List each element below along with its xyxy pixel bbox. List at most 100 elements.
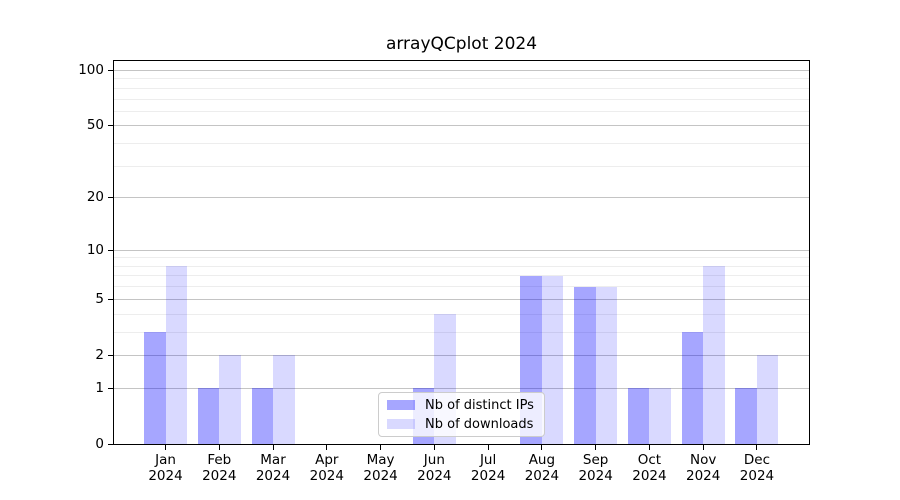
gridline-major-y-1 [113,387,810,389]
legend: Nb of distinct IPs Nb of downloads [378,392,545,437]
x-tick-nov [702,445,704,450]
legend-item-nb-of-distinct-ips: Nb of distinct IPs [387,398,536,413]
gridline-minor-y-9 [113,257,810,259]
gridline-major-y-2 [113,354,810,356]
legend-label-nb-of-distinct-ips: Nb of distinct IPs [425,397,534,413]
x-tick-label-nov: Nov 2024 [672,452,734,485]
x-tick-label-jun: Jun 2024 [403,452,465,485]
bar-nb-of-distinct-ips-jan [144,332,166,445]
x-tick-label-month-aug: Aug [528,451,556,468]
x-tick-label-aug: Aug 2024 [511,452,573,485]
gridline-minor-y-6 [113,286,810,288]
y-tick-1 [108,387,113,389]
x-tick-dec [756,445,758,450]
x-tick-label-month-may: May [366,451,395,468]
x-tick-label-year-feb: 2024 [202,468,237,484]
y-tick-label-5: 5 [95,290,104,307]
y-tick-label-20: 20 [86,189,104,206]
gridline-minor-y-70 [113,98,810,100]
x-tick-label-year-oct: 2024 [632,468,667,484]
x-tick-label-sep: Sep 2024 [565,452,627,485]
gridline-major-y-20 [113,197,810,199]
gridline-minor-y-80 [113,87,810,89]
x-tick-label-month-nov: Nov [690,451,717,468]
bar-nb-of-distinct-ips-oct [627,388,650,445]
x-tick-label-year-nov: 2024 [686,468,721,484]
bar-nb-of-distinct-ips-dec [735,388,757,445]
y-tick-5 [108,298,113,300]
y-tick-0 [108,444,113,445]
bar-nb-of-downloads-nov [703,266,725,445]
x-tick-feb [218,445,220,450]
x-tick-label-year-apr: 2024 [309,468,344,484]
y-tick-50 [108,125,113,127]
y-tick-100 [108,70,113,72]
x-tick-label-month-jun: Jun [423,451,445,468]
gridline-minor-y-3 [113,331,810,333]
legend-label-nb-of-downloads: Nb of downloads [425,416,534,432]
x-tick-aug [541,445,543,450]
gridline-minor-y-8 [113,265,810,267]
gridline-minor-y-7 [113,275,810,277]
bar-nb-of-distinct-ips-feb [197,388,220,445]
legend-swatch-nb-of-distinct-ips [387,400,415,410]
x-tick-label-dec: Dec 2024 [726,452,788,485]
x-tick-label-year-may: 2024 [363,468,398,484]
x-tick-label-mar: Mar 2024 [242,452,304,485]
x-tick-label-month-apr: Apr [315,451,339,468]
x-tick-label-apr: Apr 2024 [296,452,358,485]
bar-nb-of-downloads-mar [273,355,295,445]
y-tick-label-10: 10 [86,241,104,258]
x-tick-label-year-aug: 2024 [524,468,560,484]
gridline-major-y-10 [113,249,810,251]
y-tick-10 [108,249,113,251]
bar-nb-of-downloads-feb [219,355,241,445]
x-tick-label-month-mar: Mar [260,451,286,468]
gridline-minor-y-40 [113,143,810,145]
x-tick-oct [648,445,650,450]
x-tick-label-may: May 2024 [350,452,412,485]
y-tick-label-0: 0 [95,436,104,452]
x-tick-jan [165,445,166,450]
x-tick-label-feb: Feb 2024 [188,452,250,485]
bar-nb-of-downloads-aug [541,275,564,445]
bar-nb-of-distinct-ips-nov [681,332,704,445]
x-tick-label-month-jan: Jan [155,451,176,468]
x-tick-label-month-feb: Feb [207,451,232,468]
x-tick-label-year-dec: 2024 [739,468,775,484]
gridline-major-y-50 [113,125,810,127]
gridline-minor-y-30 [113,165,810,167]
x-tick-label-oct: Oct 2024 [618,452,680,485]
x-tick-label-month-dec: Dec [743,451,771,468]
bar-nb-of-downloads-jan [165,266,187,445]
y-tick-label-100: 100 [78,62,104,79]
x-tick-label-jul: Jul 2024 [457,452,519,485]
x-tick-label-year-jun: 2024 [417,468,452,484]
bar-nb-of-distinct-ips-mar [251,388,274,445]
gridline-major-y-5 [113,298,810,300]
chart-title: arrayQCplot 2024 [385,34,538,54]
gridline-minor-y-4 [113,313,810,315]
x-tick-jul [487,445,489,450]
x-tick-label-year-jul: 2024 [470,468,506,484]
y-tick-20 [108,197,113,199]
gridline-minor-y-90 [113,78,810,80]
legend-swatch-nb-of-downloads [387,419,415,429]
bar-nb-of-distinct-ips-sep [574,286,596,445]
x-tick-label-year-sep: 2024 [578,468,613,484]
x-tick-apr [326,445,328,450]
x-tick-label-month-oct: Oct [637,451,662,468]
x-tick-label-year-mar: 2024 [255,468,291,484]
x-tick-label-month-sep: Sep [582,451,609,468]
y-tick-label-50: 50 [86,117,104,134]
y-tick-label-1: 1 [95,379,104,396]
x-tick-may [380,445,382,450]
gridline-major-y-100 [113,70,810,72]
legend-item-nb-of-downloads: Nb of downloads [387,417,536,432]
bar-nb-of-downloads-sep [595,286,618,445]
y-tick-2 [108,354,113,356]
x-tick-jun [433,445,435,450]
bar-nb-of-downloads-oct [649,388,671,445]
x-tick-label-jan: Jan 2024 [135,452,197,485]
